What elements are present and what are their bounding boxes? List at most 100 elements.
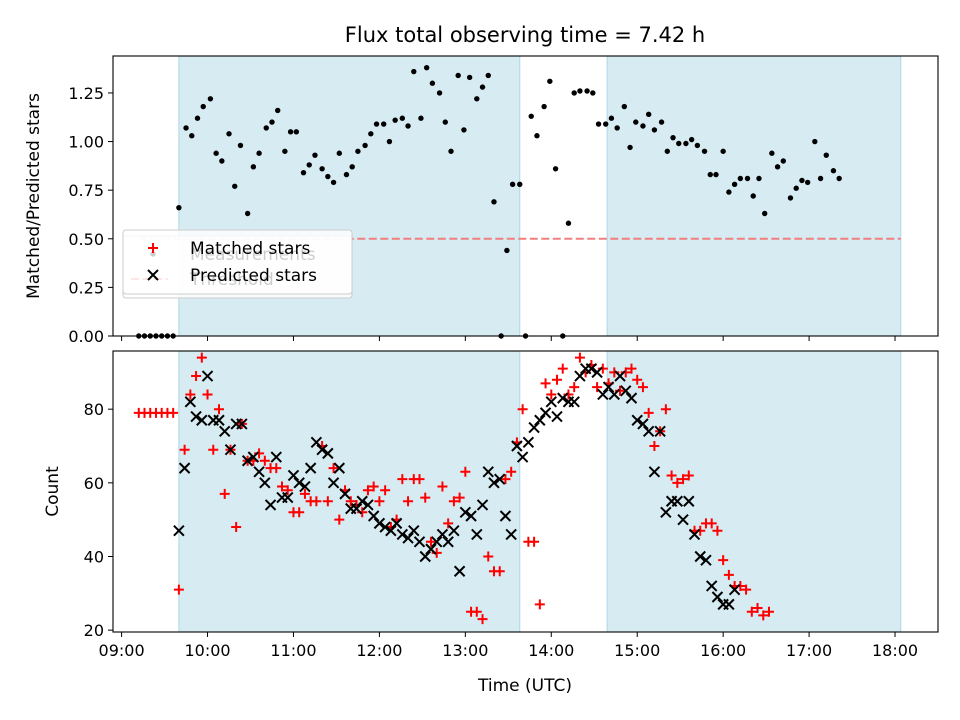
- data-point: [287, 129, 294, 135]
- data-point: [392, 117, 398, 123]
- data-point: [763, 606, 774, 617]
- data-point: [241, 455, 254, 467]
- data-point: [603, 121, 609, 127]
- data-point: [259, 455, 270, 466]
- data-point: [200, 103, 206, 110]
- data-point: [425, 543, 437, 555]
- x-axis-label: Time (UTC): [477, 676, 572, 696]
- data-point: [670, 134, 676, 141]
- data-point: [385, 525, 397, 537]
- y-tick-label: 60: [84, 474, 104, 493]
- data-point: [282, 491, 294, 504]
- data-point: [185, 389, 196, 400]
- data-point: [339, 488, 351, 500]
- chart-title: Flux total observing time = 7.42 h: [345, 23, 705, 47]
- data-point: [367, 510, 380, 522]
- data-point: [319, 166, 325, 172]
- data-point: [706, 518, 717, 529]
- data-point: [196, 352, 207, 363]
- data-point: [590, 90, 596, 96]
- x-tick-label: 14:00: [528, 641, 574, 660]
- data-point: [823, 152, 829, 158]
- data-point: [712, 525, 723, 536]
- data-point: [386, 138, 393, 145]
- x-tick-label: 15:00: [614, 641, 660, 660]
- data-point: [534, 133, 540, 139]
- data-point: [178, 462, 191, 474]
- data-point: [322, 447, 334, 460]
- legend-box: [122, 229, 353, 295]
- data-point: [694, 142, 701, 149]
- data-point: [373, 517, 386, 530]
- data-point: [626, 363, 637, 374]
- data-point: [577, 88, 583, 94]
- data-point: [592, 382, 603, 393]
- data-point: [529, 536, 540, 547]
- data-point: [425, 536, 436, 547]
- data-point: [448, 148, 454, 154]
- data-point: [476, 499, 489, 511]
- data-point: [517, 404, 528, 415]
- data-point: [403, 496, 414, 507]
- data-point: [207, 96, 214, 102]
- data-point: [396, 528, 409, 541]
- data-point: [728, 583, 741, 596]
- data-point: [176, 204, 182, 211]
- data-point: [411, 68, 417, 75]
- data-point: [282, 485, 293, 496]
- data-point: [637, 418, 649, 430]
- data-point: [707, 171, 713, 178]
- data-point: [414, 474, 425, 485]
- data-point: [390, 517, 403, 530]
- data-point: [672, 477, 683, 488]
- x-tick-label: 12:00: [356, 641, 402, 660]
- data-point: [651, 127, 658, 133]
- data-point: [500, 474, 511, 485]
- data-point: [237, 142, 244, 149]
- legend: Matched stars Predicted stars: [122, 229, 353, 295]
- data-point: [491, 199, 497, 205]
- data-point: [325, 173, 331, 180]
- data-point: [505, 528, 517, 541]
- data-point: [517, 181, 523, 188]
- data-point: [643, 407, 654, 418]
- data-point: [671, 495, 684, 507]
- data-point: [534, 599, 545, 610]
- data-point: [571, 90, 577, 96]
- data-point: [213, 414, 225, 426]
- x-tick-label: 11:00: [270, 641, 316, 660]
- data-point: [420, 492, 431, 503]
- data-point: [345, 496, 356, 507]
- data-point: [688, 136, 695, 143]
- data-point: [269, 119, 275, 125]
- data-point: [494, 566, 505, 577]
- data-point: [293, 129, 300, 135]
- data-point: [750, 193, 756, 199]
- x-tick-label: 18:00: [872, 641, 918, 660]
- data-point: [676, 140, 682, 147]
- data-point: [756, 175, 762, 182]
- data-point: [373, 121, 380, 127]
- data-point: [184, 396, 197, 408]
- data-point: [334, 514, 345, 525]
- data-point: [461, 127, 467, 133]
- data-point: [304, 462, 317, 474]
- data-point: [799, 177, 805, 184]
- x-tick-label: 13:00: [442, 641, 488, 660]
- data-point: [322, 496, 333, 507]
- data-point: [660, 506, 672, 519]
- data-point: [608, 388, 621, 401]
- series-matched-stars: [133, 352, 774, 625]
- data-point: [219, 158, 225, 164]
- data-point: [621, 103, 628, 110]
- data-point: [584, 88, 590, 94]
- data-point: [720, 148, 726, 154]
- data-point: [316, 443, 328, 456]
- data-point: [219, 488, 230, 499]
- data-point: [437, 481, 448, 492]
- data-point: [488, 477, 500, 489]
- data-point: [443, 518, 454, 529]
- data-point: [194, 115, 201, 121]
- data-point: [231, 522, 242, 533]
- data-point: [454, 492, 465, 503]
